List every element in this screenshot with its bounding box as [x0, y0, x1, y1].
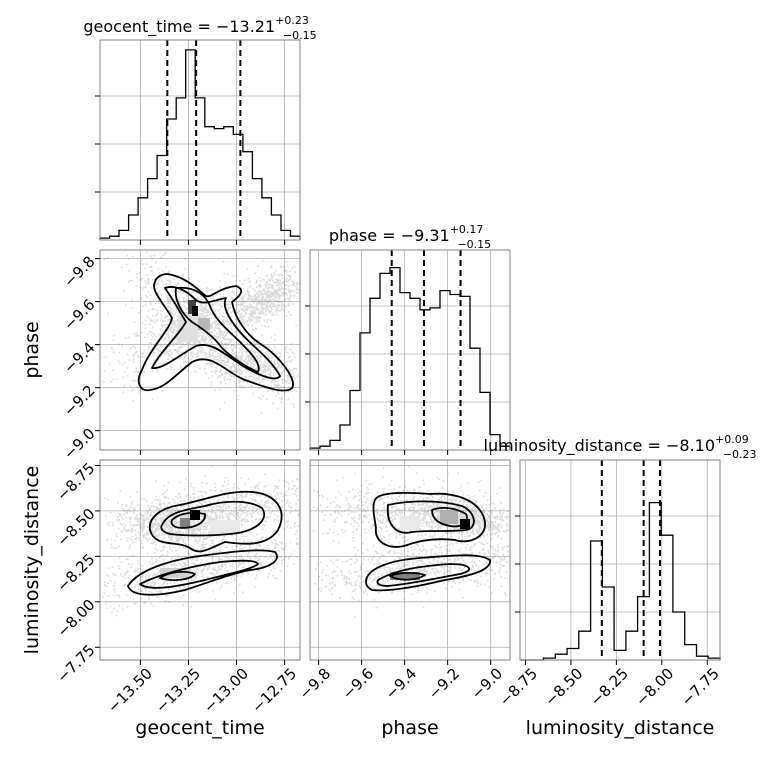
- contour-inner2-geocent-dist: [159, 571, 196, 581]
- xlabel-luminosity-distance: luminosity_distance: [526, 717, 715, 739]
- xtick-label-geocent_time-0: −13.50: [104, 664, 156, 716]
- tick-layer: −13.50−13.25−13.00−12.75−9.8 −9.6 −9.4 −9.2…: [53, 95, 723, 716]
- scatter-geocent_time-phase: [103, 251, 300, 414]
- contour-mid-geocent-phase: [151, 286, 281, 380]
- density-geocent-phase-0: [178, 312, 198, 342]
- density-geocent-dist-3: [210, 520, 240, 534]
- contour-outer2-phase-dist: [365, 554, 491, 592]
- scatter-phase-luminosity_distance: [312, 465, 510, 618]
- xlabel-geocent-time: geocent_time: [135, 717, 264, 739]
- ytick-label-phase-3: −9.2: [60, 381, 98, 419]
- contour-inner2-phase-dist: [389, 571, 426, 581]
- xtick-label-luminosity_distance-4: −7.75: [678, 664, 723, 709]
- xtick-label-phase-0: −9.8: [296, 664, 334, 702]
- panel-frame-0-0: [99, 39, 301, 241]
- title-geocent-time: geocent_time = −13.21+0.23 −0.15: [83, 14, 316, 42]
- ytick-label-luminosity_distance-0: −8.75: [53, 459, 98, 504]
- title-luminosity-distance: luminosity_distance = −8.10+0.09 −0.23: [484, 433, 757, 461]
- xtick-label-phase-1: −9.6: [339, 664, 377, 702]
- ytick-label-luminosity_distance-2: −8.25: [53, 550, 98, 595]
- contour-inner-geocent-dist: [170, 512, 206, 529]
- contour-mid-geocent-dist: [160, 500, 265, 537]
- density-geocent-phase-3: [192, 306, 198, 316]
- xtick-label-phase-2: −9.4: [382, 664, 420, 702]
- ytick-label-luminosity_distance-3: −8.00: [53, 596, 98, 641]
- xtick-label-luminosity_distance-3: −8.00: [632, 664, 677, 709]
- ytick-label-phase-2: −9.4: [60, 338, 98, 376]
- xtick-label-luminosity_distance-1: −8.50: [541, 664, 586, 709]
- contour-inner-geocent-phase: [174, 286, 260, 373]
- contour-outer-geocent-dist: [148, 490, 283, 553]
- density-phase-dist-2: [390, 572, 420, 580]
- ytick-label-luminosity_distance-1: −8.50: [53, 505, 98, 550]
- scatter-geocent_time-luminosity_distance: [102, 464, 300, 617]
- quantile-layer: [166, 40, 661, 660]
- density-geocent-dist-0: [180, 518, 190, 528]
- ytick-label-phase-0: −9.8: [60, 252, 98, 290]
- histogram-phase: [309, 266, 511, 450]
- xlabel-phase: phase: [381, 717, 438, 739]
- density-geocent-phase-1: [198, 318, 210, 330]
- contour-outer-phase-dist: [372, 492, 486, 548]
- xtick-label-luminosity_distance-2: −8.25: [587, 664, 632, 709]
- ytick-label-phase-1: −9.6: [60, 295, 98, 333]
- contour-layer: [127, 273, 491, 596]
- ylabel-phase: phase: [21, 321, 43, 378]
- xtick-label-geocent_time-3: −12.75: [248, 664, 300, 716]
- ytick-label-phase-4: −9.0: [60, 424, 98, 462]
- panel-frame-2-2: [519, 459, 721, 661]
- title-phase: phase = −9.31+0.17 −0.15: [329, 223, 491, 251]
- contour-outer-geocent-phase: [137, 273, 294, 392]
- contour-mid-phase-dist: [386, 500, 475, 534]
- histogram-luminosity_distance: [520, 501, 721, 661]
- histogram-layer: [99, 49, 721, 661]
- density-geocent-dist-1: [190, 510, 200, 520]
- panel-frame-2-0: [99, 459, 301, 661]
- ytick-label-luminosity_distance-4: −7.75: [53, 641, 98, 686]
- frame-layer: [99, 39, 721, 661]
- panel-frame-1-1: [309, 249, 511, 451]
- panel-frame-2-1: [309, 459, 511, 661]
- ylabel-luminosity-distance: luminosity_distance: [21, 466, 43, 655]
- xtick-label-geocent_time-1: −13.25: [152, 664, 204, 716]
- contour-mid2-geocent-dist: [139, 559, 259, 589]
- contour-outer2-geocent-dist: [127, 549, 278, 596]
- xtick-label-phase-3: −9.2: [425, 664, 463, 702]
- panel-frame-1-0: [99, 249, 301, 451]
- density-phase-dist-3: [400, 516, 420, 530]
- contour-inner-phase-dist: [431, 507, 468, 528]
- density-phase-dist-0: [440, 510, 458, 524]
- contour-mid2-phase-dist: [376, 563, 471, 587]
- xtick-label-geocent_time-2: −13.00: [200, 664, 252, 716]
- xtick-label-luminosity_distance-0: −8.75: [496, 664, 541, 709]
- scatter-layer: [102, 251, 510, 618]
- histogram-geocent_time: [99, 49, 301, 240]
